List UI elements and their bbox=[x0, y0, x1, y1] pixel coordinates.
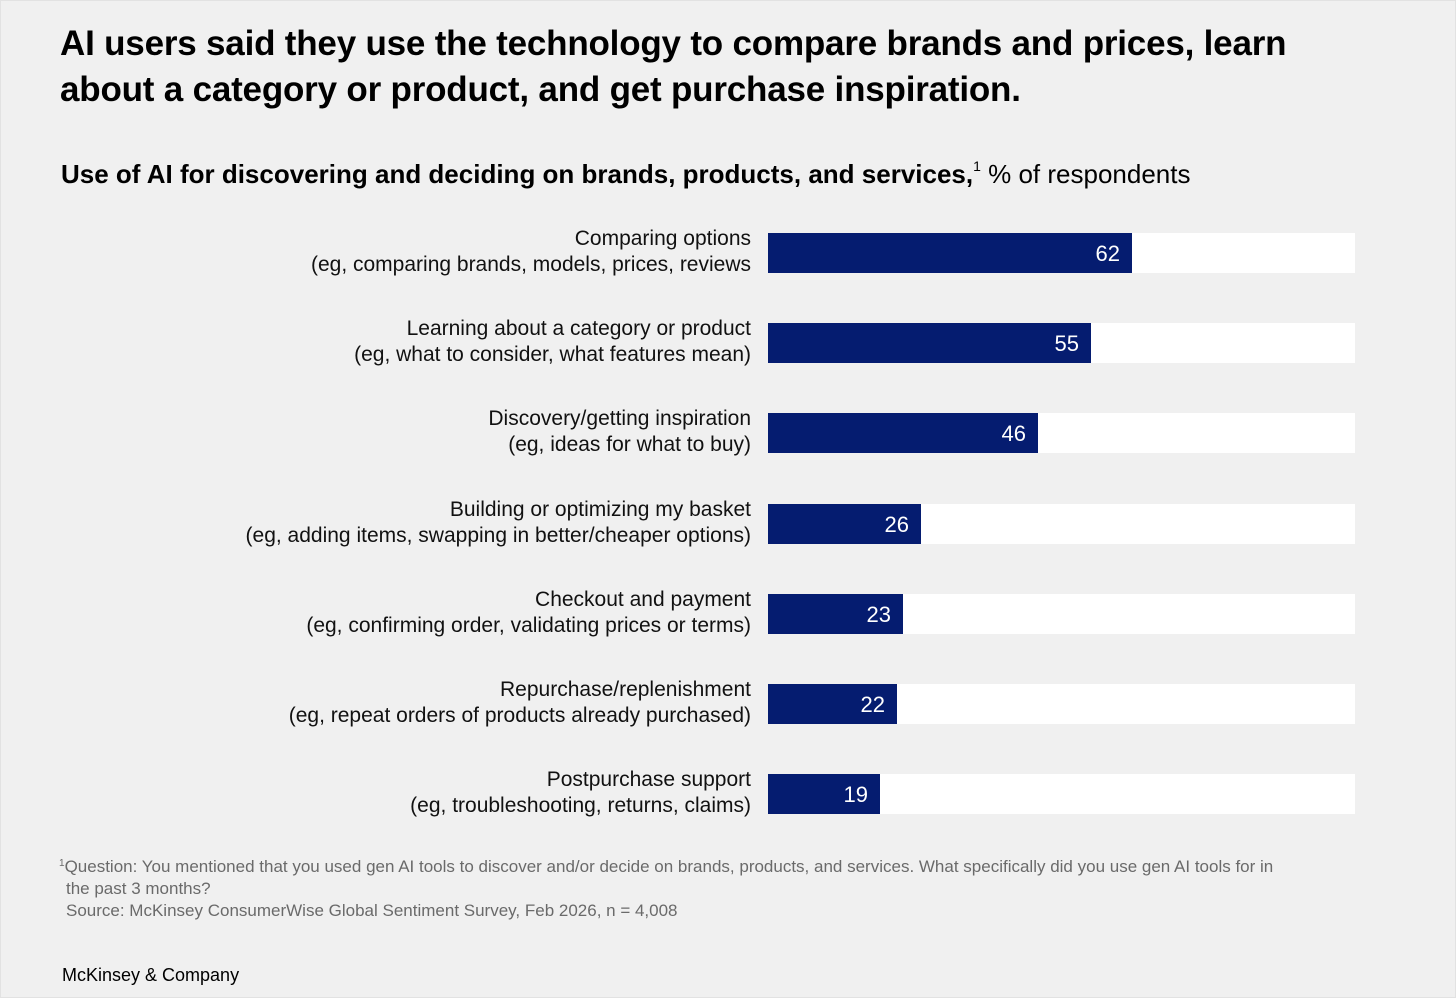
brand-logo-text: McKinsey & Company bbox=[62, 965, 240, 985]
bar-value-label: 46 bbox=[1001, 421, 1026, 446]
subtitle-main: Use of AI for discovering and deciding o… bbox=[61, 159, 974, 189]
category-label-line1: Learning about a category or product bbox=[406, 317, 751, 340]
bar bbox=[768, 684, 897, 724]
footnote-source: Source: McKinsey ConsumerWise Global Sen… bbox=[66, 901, 678, 920]
bar bbox=[768, 413, 1038, 453]
category-label-line2: (eg, what to consider, what features mea… bbox=[354, 343, 751, 366]
bar-value-label: 55 bbox=[1054, 331, 1079, 356]
bar bbox=[768, 233, 1132, 273]
category-label-line1: Discovery/getting inspiration bbox=[488, 407, 751, 430]
footnote-question: 1Question: You mentioned that you used g… bbox=[59, 853, 1389, 878]
category-label: Postpurchase support (eg, troubleshooting… bbox=[31, 767, 751, 819]
chart-subtitle: Use of AI for discovering and deciding o… bbox=[61, 149, 1190, 191]
bar-value-label: 62 bbox=[1095, 241, 1120, 266]
category-label-line1: Checkout and payment bbox=[535, 588, 751, 611]
footnote-question-text: Question: You mentioned that you used ge… bbox=[64, 857, 1274, 876]
bar-value-label: 19 bbox=[843, 782, 868, 807]
category-label: Repurchase/replenishment (eg, repeat orde… bbox=[31, 677, 751, 729]
category-label-line2: (eg, repeat orders of products already p… bbox=[288, 704, 751, 727]
subtitle-footnote-marker: 1 bbox=[973, 158, 981, 174]
category-label: Checkout and payment (eg, confirming orde… bbox=[31, 587, 751, 639]
bar bbox=[768, 594, 903, 634]
category-label: Discovery/getting inspiration (eg, ideas … bbox=[31, 406, 751, 458]
category-label-line2: (eg, adding items, swapping in better/ch… bbox=[245, 524, 751, 547]
category-label: Comparing options (eg, comparing brands, … bbox=[31, 226, 751, 278]
category-label-line2: (eg, ideas for what to buy) bbox=[508, 433, 751, 456]
category-label: Learning about a category or product (eg,… bbox=[31, 316, 751, 368]
bar-value-label: 22 bbox=[860, 692, 885, 717]
bar-value-label: 23 bbox=[866, 602, 891, 627]
category-label: Building or optimizing my basket (eg, add… bbox=[31, 497, 751, 549]
subtitle-unit: % of respondents bbox=[980, 159, 1191, 189]
category-label-line2: (eg, confirming order, validating prices… bbox=[306, 614, 751, 637]
footnote-question-continued: the past 3 months? bbox=[66, 879, 211, 898]
footnote: 1Question: You mentioned that you used g… bbox=[59, 853, 1389, 922]
category-label-line2: (eg, comparing brands, models, prices, r… bbox=[310, 253, 751, 276]
category-label-line1: Repurchase/replenishment bbox=[500, 678, 751, 701]
bar bbox=[768, 774, 880, 814]
bar bbox=[768, 323, 1091, 363]
category-label-line1: Postpurchase support bbox=[546, 768, 751, 791]
chart-title: AI users said they use the technology to… bbox=[60, 24, 1287, 109]
category-label-line1: Comparing options bbox=[574, 227, 751, 250]
footnote-marker: 1 bbox=[59, 858, 65, 869]
bar-value-label: 26 bbox=[884, 512, 909, 537]
bar bbox=[768, 504, 921, 544]
category-label-line2: (eg, troubleshooting, returns, claims) bbox=[410, 794, 751, 817]
category-label-line1: Building or optimizing my basket bbox=[449, 498, 751, 521]
